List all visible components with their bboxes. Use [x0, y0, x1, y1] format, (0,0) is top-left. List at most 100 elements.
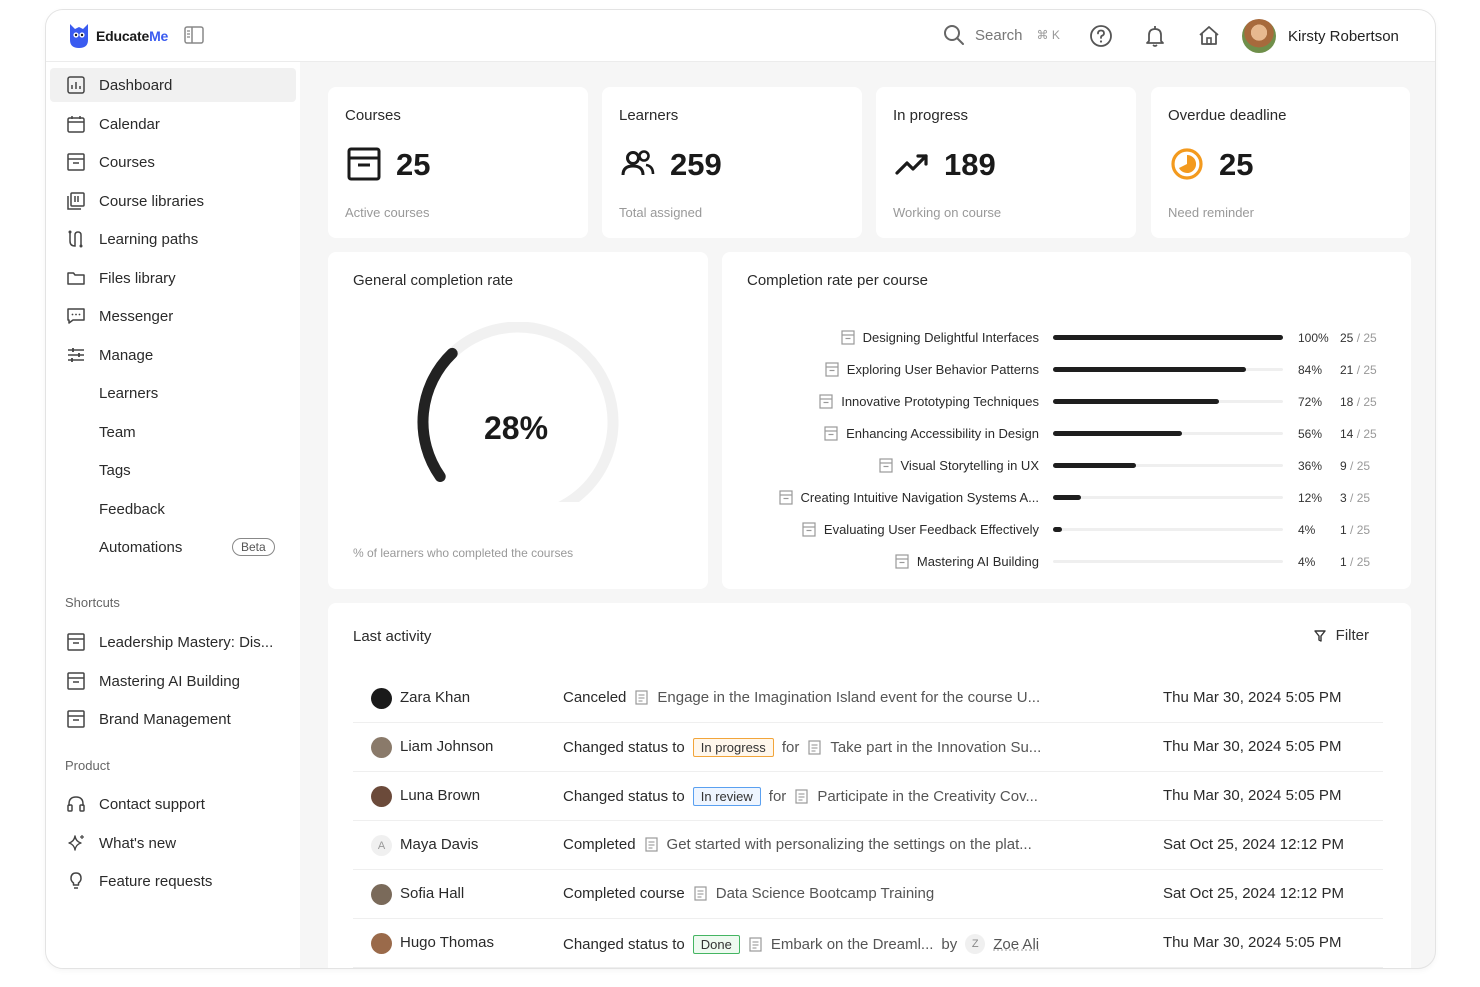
app-window: EducateMe Search ⌘ K — [45, 9, 1436, 969]
sidebar-item-files-library[interactable]: Files library — [50, 261, 296, 295]
course-row[interactable]: Evaluating User Feedback Effectively 4% … — [722, 518, 1412, 542]
activity-row[interactable]: Zara Khan Canceled Engage in the Imaginat… — [353, 674, 1383, 723]
sidebar-item-team[interactable]: Team — [50, 415, 296, 449]
activity-date: Thu Mar 30, 2024 5:05 PM — [1163, 689, 1342, 706]
user-name: Kirsty Robertson — [1288, 27, 1399, 45]
search-label: Search — [975, 26, 1023, 44]
trend-up-icon — [895, 154, 928, 175]
activity-description: Changed status to Done Embark on the Dream… — [563, 934, 1039, 954]
course-row[interactable]: Designing Delightful Interfaces 100% 25 … — [722, 326, 1412, 350]
learner-name[interactable]: Sofia Hall — [400, 885, 465, 902]
activity-target[interactable]: Get started with personalizing the setti… — [666, 836, 1032, 853]
stat-label: Courses — [345, 107, 401, 124]
sidebar-item-feedback[interactable]: Feedback — [50, 492, 296, 526]
activity-target[interactable]: Data Science Bootcamp Training — [715, 885, 935, 902]
learner-name[interactable]: Liam Johnson — [400, 738, 494, 755]
completion-gauge-card: General completion rate 28% % of learner… — [328, 252, 708, 589]
learner-name[interactable]: Luna Brown — [400, 787, 481, 804]
stat-value: 25 — [1219, 147, 1254, 182]
sidebar-item-label: Contact support — [99, 795, 205, 813]
course-row[interactable]: Visual Storytelling in UX 36% 9 / 25 — [722, 454, 1412, 478]
progress-bar-fill — [1053, 463, 1136, 468]
activity-action: Completed course — [563, 885, 685, 902]
logo[interactable]: EducateMe — [68, 22, 168, 50]
activity-row[interactable]: A Maya Davis Completed Get started with p… — [353, 821, 1383, 870]
learner-name[interactable]: Zara Khan — [400, 689, 471, 706]
stat-card-overdue[interactable]: Overdue deadline 25 Need reminder — [1151, 87, 1410, 238]
course-row[interactable]: Mastering AI Building 4% 1 / 25 — [722, 550, 1412, 574]
top-bar: EducateMe Search ⌘ K — [46, 10, 1435, 62]
sidebar-item-messenger[interactable]: Messenger — [50, 299, 296, 333]
course-row[interactable]: Exploring User Behavior Patterns 84% 21 … — [722, 358, 1412, 382]
sidebar-item-courses[interactable]: Courses — [50, 145, 296, 179]
course-percent: 72% — [1298, 395, 1323, 409]
course-count: 9 / 25 — [1340, 459, 1371, 473]
learner-name[interactable]: Maya Davis — [400, 836, 479, 853]
progress-bar-fill — [1053, 367, 1247, 372]
sparkle-icon — [68, 835, 84, 851]
activity-action: Completed — [563, 836, 636, 853]
help-icon[interactable] — [1089, 24, 1113, 48]
connector-text: by — [941, 935, 958, 953]
sidebar-item-calendar[interactable]: Calendar — [50, 107, 296, 141]
sidebar: Dashboard Calendar Courses Course librar… — [46, 62, 300, 968]
document-icon — [635, 690, 648, 705]
activity-card: Last activity Filter Zara Khan Canceled E… — [328, 603, 1411, 968]
sidebar-item-dashboard[interactable]: Dashboard — [50, 68, 296, 102]
home-icon[interactable] — [1197, 24, 1221, 48]
user-menu[interactable]: Kirsty Robertson — [1242, 19, 1399, 53]
sidebar-item-learners[interactable]: Learners — [50, 376, 296, 410]
bell-icon[interactable] — [1143, 24, 1167, 48]
folder-icon — [67, 272, 85, 285]
activity-description: Changed status to In progress for Take part… — [563, 738, 1041, 757]
sidebar-item-label: Manage — [99, 346, 154, 364]
shortcut-label: Leadership Mastery: Dis... — [99, 633, 274, 651]
sidebar-toggle-icon[interactable] — [184, 26, 204, 44]
activity-row[interactable]: Luna Brown Changed status to In review for… — [353, 772, 1383, 821]
activity-row[interactable]: Sofia Hall Completed course Data Science … — [353, 870, 1383, 919]
course-row[interactable]: Enhancing Accessibility in Design 56% 14… — [722, 422, 1412, 446]
stat-subtitle: Active courses — [345, 205, 430, 220]
filter-button[interactable]: Filter — [1313, 627, 1369, 644]
activity-row[interactable]: Liam Johnson Changed status to In progres… — [353, 723, 1383, 772]
filter-label: Filter — [1335, 627, 1369, 644]
search-box[interactable]: Search ⌘ K — [943, 24, 1060, 46]
sidebar-item-whats-new[interactable]: What's new — [50, 826, 296, 860]
stat-card-learners[interactable]: Learners 259 Total assigned — [602, 87, 862, 238]
sidebar-item-manage[interactable]: Manage — [50, 338, 296, 372]
archive-icon — [895, 554, 909, 569]
stat-card-in-progress[interactable]: In progress 189 Working on course — [876, 87, 1136, 238]
stat-card-courses[interactable]: Courses 25 Active courses — [328, 87, 588, 238]
card-title: Last activity — [353, 628, 432, 645]
shortcut-item[interactable]: Brand Management — [50, 702, 296, 736]
sidebar-item-learning-paths[interactable]: Learning paths — [50, 222, 296, 256]
sidebar-item-course-libraries[interactable]: Course libraries — [50, 184, 296, 218]
sidebar-item-contact-support[interactable]: Contact support — [50, 787, 296, 821]
course-row[interactable]: Creating Intuitive Navigation Systems A.… — [722, 486, 1412, 510]
activity-target[interactable]: Take part in the Innovation Su... — [830, 739, 1042, 756]
gauge-value: 28% — [484, 410, 549, 446]
clock-icon — [1171, 148, 1203, 180]
owl-logo-icon — [70, 24, 88, 48]
user-avatar — [1242, 19, 1276, 53]
activity-target[interactable]: Participate in the Creativity Cov... — [817, 788, 1038, 805]
shortcut-item[interactable]: Leadership Mastery: Dis... — [50, 625, 296, 659]
sidebar-item-tags[interactable]: Tags — [50, 453, 296, 487]
app-name: EducateMe — [96, 28, 169, 44]
sidebar-item-feature-requests[interactable]: Feature requests — [50, 864, 296, 898]
sidebar-item-automations[interactable]: Automations Beta — [50, 530, 296, 564]
course-percent: 12% — [1298, 491, 1323, 505]
activity-date: Thu Mar 30, 2024 5:05 PM — [1163, 934, 1342, 951]
course-percent: 4% — [1298, 523, 1316, 537]
by-user-name[interactable]: Zoe Ali — [993, 935, 1040, 953]
learner-name[interactable]: Hugo Thomas — [400, 934, 494, 951]
progress-bar-track — [1053, 399, 1283, 404]
shortcut-item[interactable]: Mastering AI Building — [50, 664, 296, 698]
activity-row[interactable]: Hugo Thomas Changed status to Done Embark … — [353, 919, 1383, 968]
course-row[interactable]: Innovative Prototyping Techniques 72% 18… — [722, 390, 1412, 414]
progress-bar-fill — [1053, 335, 1283, 340]
progress-bar-fill — [1053, 527, 1063, 532]
shortcuts-heading: Shortcuts — [65, 595, 120, 610]
activity-target[interactable]: Engage in the Imagination Island event f… — [657, 689, 1041, 706]
activity-target[interactable]: Embark on the Dreaml... — [770, 935, 934, 953]
